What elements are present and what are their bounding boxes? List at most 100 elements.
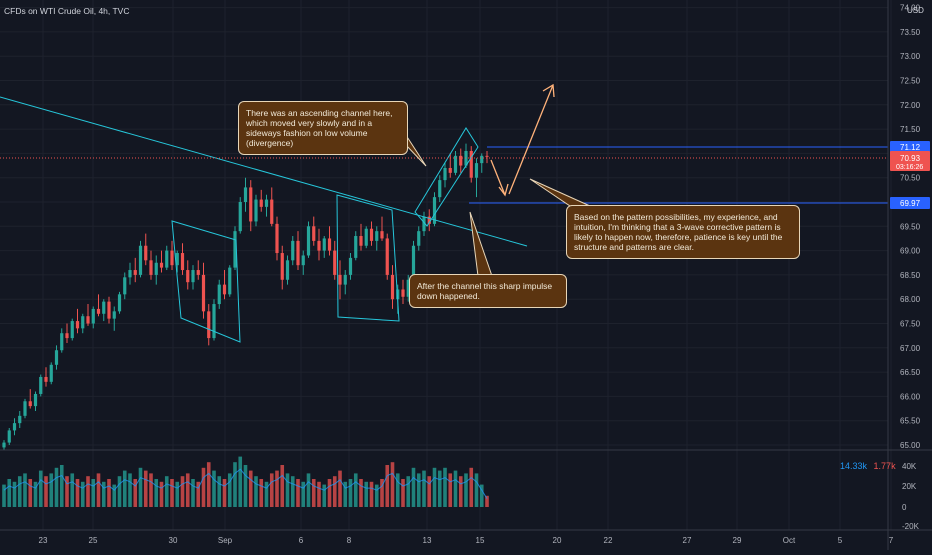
- candle-body: [81, 316, 85, 329]
- candle-body: [259, 199, 263, 207]
- volume-last-value: 1.77k: [873, 461, 896, 471]
- volume-bar: [285, 473, 290, 507]
- candle-body: [249, 187, 253, 222]
- volume-bar: [432, 467, 437, 507]
- volume-bar: [175, 481, 180, 507]
- volume-bar: [54, 467, 59, 507]
- candle-body: [201, 274, 206, 312]
- volume-bar: [138, 467, 143, 507]
- volume-bar: [327, 479, 332, 507]
- ascending-channel: [414, 127, 479, 227]
- candle-body: [438, 180, 442, 198]
- volume-bar: [44, 476, 48, 507]
- volume-bar: [86, 476, 90, 507]
- candle-body: [49, 364, 53, 382]
- annotation-channel[interactable]: There was an ascending channel here, whi…: [238, 101, 408, 155]
- candle-body: [133, 270, 137, 275]
- volume-bar: [117, 476, 122, 507]
- volume-bar: [164, 476, 169, 507]
- candle-body: [154, 262, 158, 275]
- volume-bar: [238, 456, 243, 507]
- candle-body: [427, 216, 431, 224]
- upper-level-label-bg: [890, 141, 930, 153]
- volume-bar: [180, 476, 185, 507]
- annotation-impulse[interactable]: After the channel this sharp impulse dow…: [409, 274, 567, 308]
- volume-bar: [264, 481, 269, 507]
- candle-body: [107, 301, 111, 319]
- volume-bar: [80, 481, 85, 507]
- price-tick-label: 73.50: [900, 28, 921, 37]
- candle-body: [301, 255, 305, 266]
- price-tick-label: 67.50: [900, 320, 921, 329]
- candle-body: [448, 167, 452, 173]
- candle-body: [280, 253, 284, 280]
- price-tick-label: 66.50: [900, 368, 921, 377]
- volume-bar: [17, 476, 22, 507]
- volume-bar: [259, 479, 264, 507]
- volume-bar: [122, 470, 127, 507]
- volume-bar: [369, 481, 374, 507]
- trendline: [0, 96, 528, 247]
- price-tick-label: 73.00: [900, 52, 921, 61]
- volume-bar: [133, 479, 138, 507]
- candle-body: [33, 393, 38, 407]
- time-tick-label: 6: [299, 536, 304, 545]
- volume-bar: [443, 467, 447, 507]
- volume-bar: [395, 473, 400, 507]
- volume-bar: [248, 470, 253, 507]
- annotation-channel-text: There was an ascending channel here, whi…: [246, 108, 393, 148]
- candle-body: [217, 284, 221, 305]
- candle-body: [343, 274, 347, 285]
- price-tick-label: 68.00: [900, 295, 921, 304]
- candle-body: [123, 277, 127, 295]
- candle-body: [432, 197, 437, 224]
- candle-body: [359, 236, 363, 246]
- candle-body: [306, 226, 311, 256]
- volume-bar: [448, 473, 453, 507]
- candle-body: [7, 430, 11, 443]
- volume-bar: [70, 473, 75, 507]
- candle-body: [270, 199, 274, 224]
- candle-body: [228, 267, 232, 295]
- upper-level-label: 71.12: [900, 143, 921, 152]
- time-tick-label: 7: [889, 536, 894, 545]
- volume-bar: [23, 473, 27, 507]
- volume-bar: [65, 476, 69, 507]
- volume-bar: [191, 479, 195, 507]
- volume-bar: [469, 467, 474, 507]
- candle-body: [417, 231, 421, 246]
- volume-bar: [390, 462, 395, 507]
- candle-body: [264, 199, 269, 207]
- volume-bar: [91, 479, 96, 507]
- volume-bar: [437, 470, 442, 507]
- time-tick-label: 29: [733, 536, 742, 545]
- volume-tick-label: -20K: [902, 522, 920, 531]
- candle-body: [91, 308, 95, 324]
- time-tick-label: 15: [476, 536, 485, 545]
- volume-bar: [427, 476, 432, 507]
- candle-body: [191, 270, 195, 283]
- candle-body: [322, 238, 326, 251]
- candle-body: [138, 245, 143, 275]
- candle-body: [75, 321, 80, 329]
- volume-bar: [59, 465, 64, 507]
- volume-bar: [406, 476, 411, 507]
- annotation-impulse-text: After the channel this sharp impulse dow…: [417, 281, 553, 301]
- candle-body: [459, 155, 463, 166]
- candle-body: [233, 231, 237, 268]
- candle-body: [180, 253, 185, 271]
- time-tick-label: 13: [423, 536, 432, 545]
- volume-bar: [453, 470, 458, 507]
- volume-bar: [301, 481, 306, 507]
- volume-bar: [185, 473, 190, 507]
- candle-body: [333, 250, 337, 275]
- annotation-outlook[interactable]: Based on the pattern possibilities, my e…: [566, 205, 800, 259]
- volume-bar: [33, 481, 38, 507]
- time-tick-label: Sep: [218, 536, 233, 545]
- volume-bar: [479, 484, 484, 507]
- candle-body: [312, 226, 316, 241]
- candle-body: [18, 415, 22, 424]
- candle-body: [144, 245, 148, 261]
